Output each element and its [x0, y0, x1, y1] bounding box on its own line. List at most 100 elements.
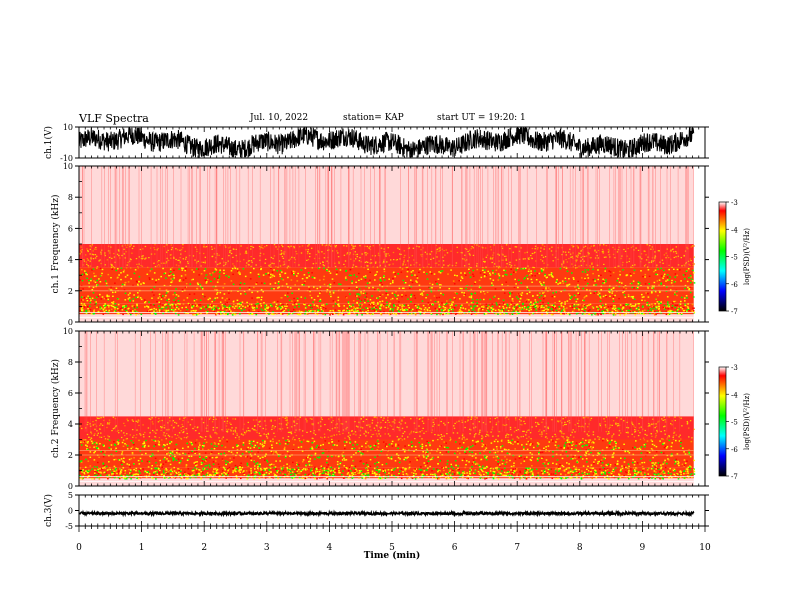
psd-cell	[311, 247, 313, 249]
psd-cell	[361, 445, 363, 447]
psd-cell	[122, 306, 124, 309]
psd-cell	[86, 445, 88, 447]
psd-cell	[443, 303, 445, 305]
psd-cell	[286, 303, 289, 306]
psd-cell	[162, 306, 165, 308]
psd-cell	[334, 470, 336, 472]
psd-cell	[599, 295, 601, 297]
psd-cell	[214, 472, 216, 475]
psd-cell	[113, 310, 116, 313]
psd-cell	[288, 473, 290, 475]
psd-cell	[109, 252, 111, 254]
psd-cell	[137, 478, 140, 480]
psd-cell	[381, 293, 384, 296]
psd-cell	[626, 261, 628, 263]
psd-cell	[543, 267, 545, 269]
psd-cell	[397, 447, 399, 449]
psd-cell	[139, 450, 142, 452]
psd-cell	[660, 302, 662, 304]
psd-cell	[164, 469, 166, 471]
psd-cell	[84, 270, 86, 272]
psd-cell	[547, 463, 549, 465]
psd-cell	[86, 442, 89, 444]
psd-cell	[273, 451, 275, 453]
psd-cell	[130, 440, 133, 442]
psd-cell	[96, 267, 98, 269]
psd-cell	[595, 251, 598, 253]
psd-cell	[494, 295, 496, 297]
psd-cell	[456, 251, 459, 254]
psd-cell	[155, 279, 157, 281]
psd-cell	[654, 308, 657, 310]
psd-cell	[299, 470, 301, 473]
psd-cell	[309, 476, 312, 479]
psd-cell	[425, 445, 427, 447]
psd-cell	[211, 308, 214, 310]
psd-cell	[634, 473, 636, 476]
psd-cell	[102, 313, 105, 315]
psd-cell	[323, 306, 325, 308]
psd-cell	[108, 304, 110, 307]
psd-cell	[228, 307, 231, 309]
psd-cell	[355, 286, 358, 288]
psd-cell	[153, 439, 155, 441]
psd-cell	[593, 284, 595, 286]
psd-cell	[429, 452, 431, 454]
psd-cell	[214, 268, 217, 270]
psd-cell	[646, 440, 649, 442]
psd-cell	[436, 468, 438, 470]
psd-cell	[375, 310, 377, 312]
psd-cell	[242, 471, 244, 473]
psd-cell	[291, 311, 293, 313]
psd-cell	[660, 275, 663, 277]
psd-cell	[225, 462, 227, 465]
psd-cell	[336, 444, 338, 447]
psd-cell	[333, 312, 336, 314]
psd-cell	[90, 278, 92, 280]
psd-cell	[365, 442, 367, 445]
psd-cell	[113, 307, 116, 309]
psd-cell	[667, 301, 669, 303]
psd-cell	[392, 251, 395, 254]
psd-cell	[543, 281, 545, 284]
psd-cell	[486, 254, 489, 256]
psd-cell	[373, 444, 376, 447]
psd-cell	[679, 445, 682, 447]
psd-cell	[545, 256, 547, 258]
psd-cell	[622, 285, 625, 287]
psd-cell	[674, 273, 677, 275]
psd-cell	[518, 308, 520, 311]
psd-cell	[205, 455, 208, 458]
psd-cell	[622, 449, 624, 451]
psd-cell	[308, 473, 310, 476]
psd-cell	[420, 308, 423, 310]
psd-cell	[313, 257, 316, 260]
psd-cell	[83, 472, 85, 474]
psd-cell	[530, 443, 532, 445]
psd-cell	[171, 280, 174, 282]
psd-cell	[627, 309, 629, 311]
psd-cell	[482, 305, 485, 307]
psd-cell	[470, 307, 473, 309]
psd-cell	[392, 280, 394, 282]
psd-cell	[620, 468, 622, 471]
psd-cell	[93, 248, 96, 250]
psd-cell	[566, 455, 569, 457]
psd-cell	[512, 454, 515, 457]
psd-cell	[550, 307, 553, 310]
psd-cell	[686, 310, 688, 312]
psd-cell	[440, 270, 442, 272]
psd-cell	[536, 272, 539, 275]
psd-cell	[151, 278, 154, 280]
psd-cell	[519, 295, 521, 297]
psd-cell	[435, 281, 437, 283]
psd-cell	[171, 452, 173, 454]
psd-cell	[427, 301, 430, 304]
psd-cell	[576, 256, 579, 258]
psd-cell	[551, 309, 553, 311]
psd-cell	[565, 266, 567, 268]
psd-cell	[555, 291, 557, 293]
psd-cell	[568, 278, 570, 280]
psd-cell	[546, 305, 548, 308]
psd-cell	[447, 447, 449, 449]
